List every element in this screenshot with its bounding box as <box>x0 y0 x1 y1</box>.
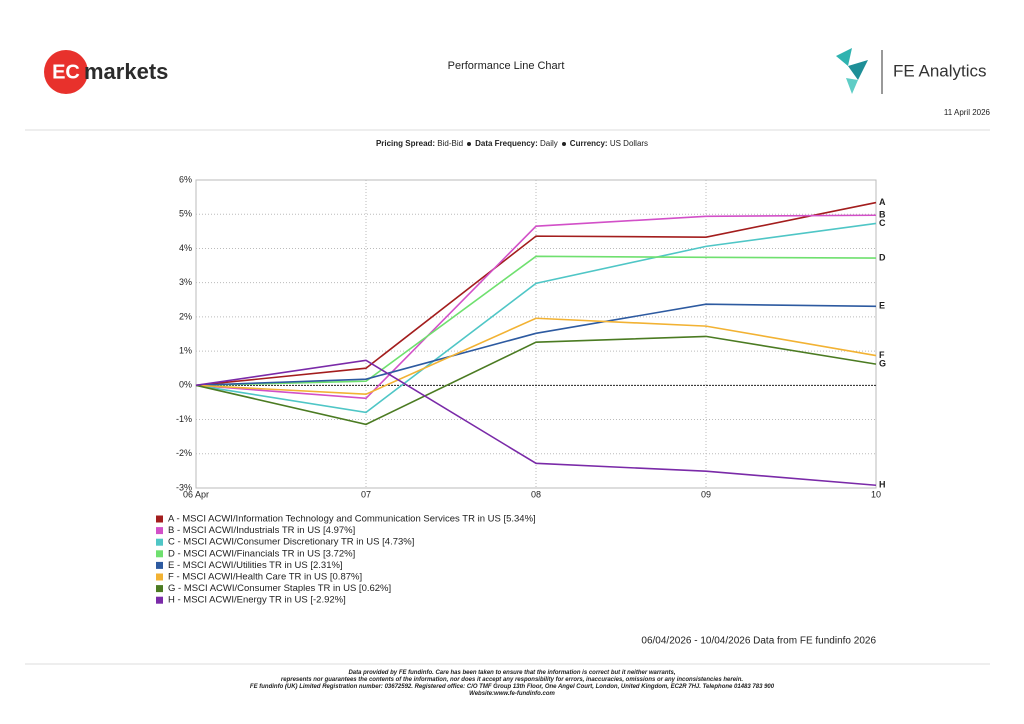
y-tick-label: 5% <box>179 209 192 219</box>
setting-value: Daily <box>540 139 558 148</box>
series-line <box>195 201 877 387</box>
setting-value: US Dollars <box>609 139 649 148</box>
x-tick-label: 08 <box>531 489 541 499</box>
setting-label: Currency: <box>569 139 608 148</box>
legend-swatch <box>156 561 163 569</box>
end-label: E <box>879 301 885 311</box>
data-range: 06/04/2026 - 10/04/2026 Data from FE fun… <box>641 636 876 647</box>
end-label: G <box>879 358 886 368</box>
end-label: C <box>879 218 886 228</box>
legend-label: G - MSCI ACWI/Consumer Staples TR in US … <box>168 583 391 594</box>
disclaimer-line: Website:www.fe-fundinfo.com <box>469 691 555 697</box>
end-label: H <box>879 480 886 490</box>
y-tick-label: 1% <box>179 345 192 355</box>
y-tick-label: -3% <box>176 482 192 492</box>
fe-logo-shape <box>848 60 868 80</box>
logo-word: markets <box>84 59 168 84</box>
y-tick-label: -2% <box>176 448 192 458</box>
y-tick-label: 3% <box>179 277 192 287</box>
x-tick-label: 10 <box>871 489 881 499</box>
y-tick-label: 4% <box>179 243 192 253</box>
logo-badge-text: EC <box>52 61 80 83</box>
page-title: Performance Line Chart <box>448 60 565 72</box>
series-line <box>195 359 877 487</box>
disclaimer-line: FE fundinfo (UK) Limited Registration nu… <box>249 684 775 690</box>
disclaimer-line: Data provided by FE fundinfo. Care has b… <box>348 670 676 676</box>
legend-label: H - MSCI ACWI/Energy TR in US [-2.92%] <box>168 595 346 606</box>
separator-dot <box>561 141 566 146</box>
series-line <box>195 317 877 396</box>
series-line <box>195 255 877 387</box>
series-line <box>195 303 877 387</box>
legend-swatch <box>156 538 163 546</box>
end-label: D <box>879 252 886 262</box>
legend-label: E - MSCI ACWI/Utilities TR in US [2.31%] <box>168 560 343 571</box>
end-label: A <box>879 197 886 207</box>
legend-label: D - MSCI ACWI/Financials TR in US [3.72%… <box>168 548 355 559</box>
end-label: F <box>879 350 885 360</box>
separator-dot <box>467 141 472 146</box>
legend-swatch <box>156 527 163 535</box>
setting-label: Data Frequency: <box>475 139 538 148</box>
disclaimer: Data provided by FE fundinfo. Care has b… <box>0 670 1024 698</box>
fe-logo-text: FE Analytics <box>893 61 987 80</box>
end-label: B <box>879 210 886 220</box>
series-line <box>195 222 877 414</box>
legend-swatch <box>156 573 163 581</box>
x-tick-label: 06 Apr <box>183 489 209 499</box>
fe-logo-shape <box>846 78 858 94</box>
legend-label: A - MSCI ACWI/Information Technology and… <box>168 514 536 525</box>
disclaimer-line: represents nor guarantees the contents o… <box>280 677 744 683</box>
legend-swatch <box>156 585 163 593</box>
y-tick-label: 0% <box>179 380 192 390</box>
x-tick-label: 07 <box>361 489 371 499</box>
legend-swatch <box>156 550 163 558</box>
legend-label: C - MSCI ACWI/Consumer Discretionary TR … <box>168 537 414 548</box>
legend-label: B - MSCI ACWI/Industrials TR in US [4.97… <box>168 525 355 536</box>
y-tick-label: 6% <box>179 174 192 184</box>
settings-line: Pricing Spread: Bid-Bid Data Frequency: D… <box>0 139 1024 148</box>
fe-logo-shape <box>836 48 852 66</box>
x-tick-label: 09 <box>701 489 711 499</box>
legend-swatch <box>156 515 163 523</box>
logo-badge <box>44 50 88 94</box>
legend-swatch <box>156 596 163 604</box>
y-tick-label: -1% <box>176 414 192 424</box>
series-line <box>195 214 877 400</box>
setting-value: Bid-Bid <box>437 139 464 148</box>
report-date: 11 April 2026 <box>944 108 991 117</box>
series-line <box>195 335 877 426</box>
legend-label: F - MSCI ACWI/Health Care TR in US [0.87… <box>168 572 362 583</box>
y-tick-label: 2% <box>179 311 192 321</box>
setting-label: Pricing Spread: <box>375 139 436 148</box>
